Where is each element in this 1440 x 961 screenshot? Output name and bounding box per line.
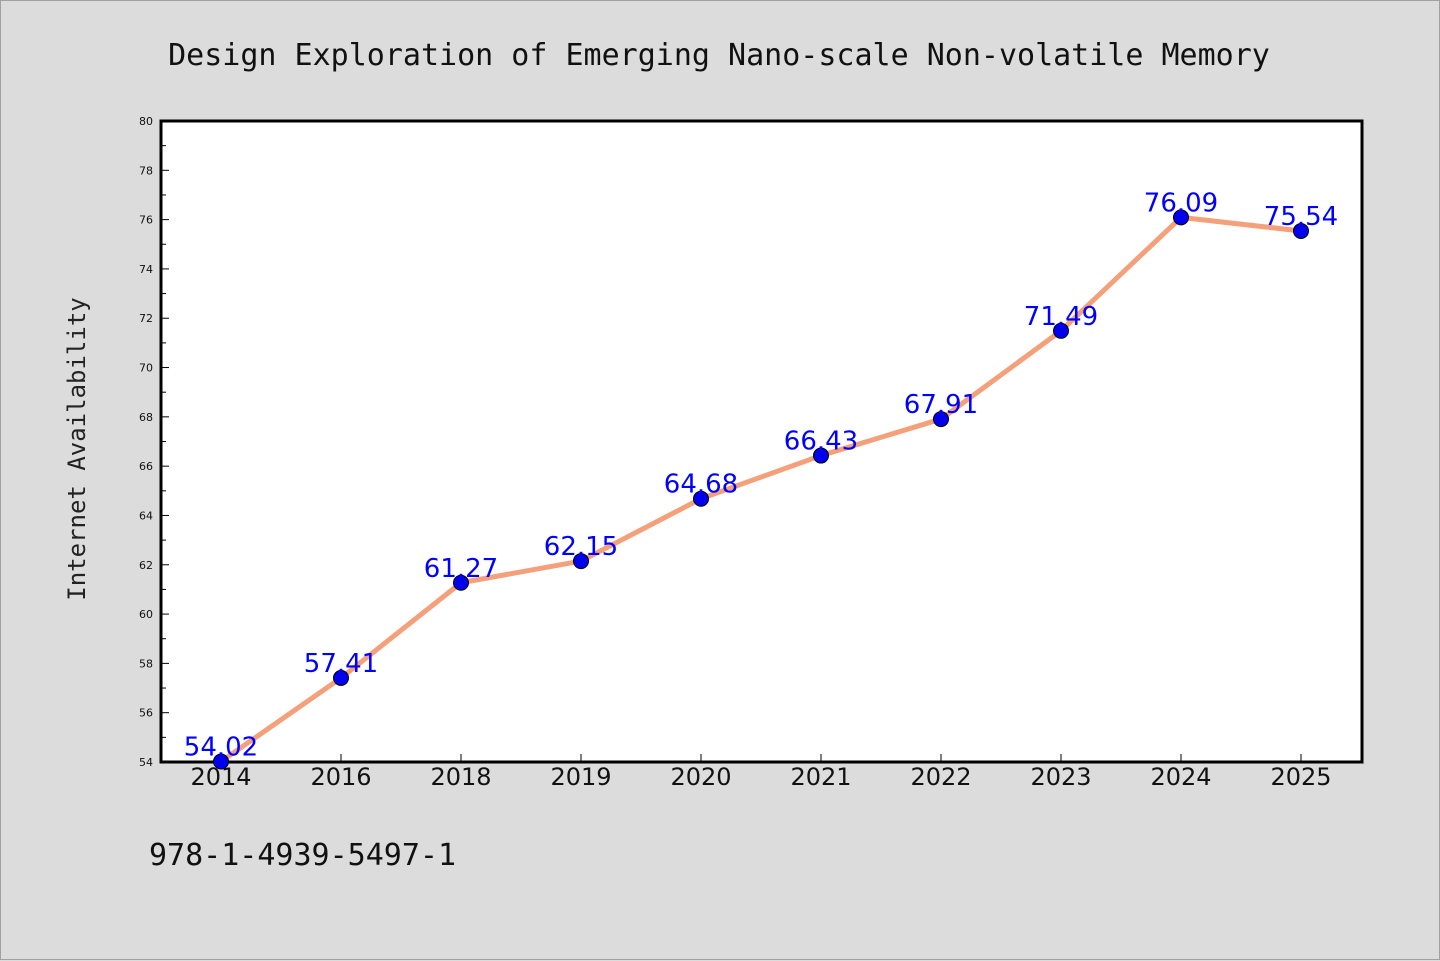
x-tick-label: 2023 [1030, 763, 1091, 791]
y-tick-label: 76 [139, 214, 153, 227]
data-point [573, 553, 589, 570]
data-label: 66.43 [784, 427, 858, 457]
plot-area [159, 119, 1364, 764]
data-point [693, 490, 709, 507]
y-tick-label: 54 [139, 756, 153, 769]
data-point [1293, 222, 1309, 239]
x-tick-label: 2018 [430, 763, 491, 791]
data-label: 57.41 [304, 649, 378, 679]
y-tick-label: 58 [139, 657, 153, 670]
data-label: 54.02 [184, 733, 258, 763]
x-axis: 2014 2016 2018 2019 2020 2021 2022 2023 2024 2025 [190, 754, 1332, 791]
data-point [933, 411, 949, 428]
series-layer [213, 209, 1309, 770]
data-point [1173, 209, 1189, 226]
data-label: 64.68 [664, 470, 738, 500]
x-tick-label: 2024 [1150, 763, 1211, 791]
y-axis: 54 56 58 60 62 64 66 68 70 72 74 76 78 80 [139, 115, 169, 769]
data-label: 76.09 [1144, 188, 1218, 218]
data-label: 67.91 [904, 390, 978, 420]
y-tick-label: 66 [139, 460, 153, 473]
x-tick-label: 2025 [1270, 763, 1331, 791]
data-point [1053, 322, 1069, 339]
y-tick-label: 62 [139, 559, 153, 572]
data-label: 71.49 [1024, 302, 1098, 332]
data-label: 75.54 [1264, 202, 1338, 232]
footer-isbn: 978-1-4939-5497-1 [149, 838, 456, 873]
x-tick-label: 2016 [310, 763, 371, 791]
y-tick-label: 60 [139, 608, 153, 621]
y-tick-label: 68 [139, 411, 153, 424]
y-tick-label: 64 [139, 509, 153, 522]
chart-title: Design Exploration of Emerging Nano-scal… [168, 38, 1270, 73]
y-axis-label: Internet Availability [63, 297, 91, 600]
x-tick-label: 2019 [550, 763, 611, 791]
x-tick-label: 2022 [910, 763, 971, 791]
y-tick-label: 70 [139, 362, 153, 375]
data-label: 62.15 [544, 532, 618, 562]
y-tick-label: 80 [139, 115, 153, 128]
series-line [218, 214, 1304, 765]
data-label: 61.27 [424, 554, 498, 584]
data-point [333, 669, 349, 686]
data-point [213, 753, 229, 770]
data-point [813, 447, 829, 464]
y-tick-label: 72 [139, 312, 153, 325]
y-tick-label: 74 [139, 263, 153, 276]
y-tick-label: 78 [139, 164, 153, 177]
y-tick-label: 56 [139, 707, 153, 720]
x-tick-label: 2021 [790, 763, 851, 791]
data-labels-layer: 54.02 57.41 61.27 62.15 64.68 66.43 67.91 71.49… [184, 188, 1338, 762]
x-tick-label: 2020 [670, 763, 731, 791]
data-point [453, 574, 469, 591]
